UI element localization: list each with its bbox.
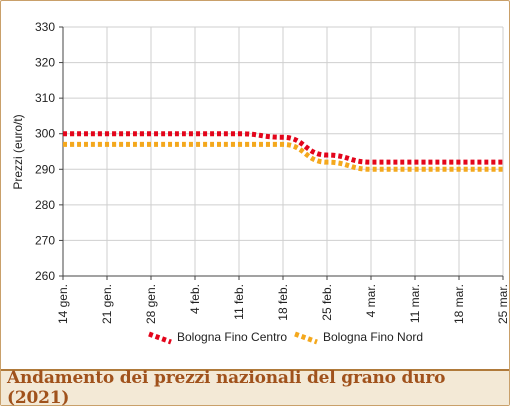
x-tick-label: 21 gen.	[100, 284, 114, 324]
axes	[59, 26, 504, 280]
y-tick-label: 270	[35, 233, 55, 247]
legend-swatch	[294, 331, 318, 345]
y-tick-label: 300	[35, 127, 55, 141]
y-tick-label: 320	[35, 56, 55, 70]
y-axis-label: Prezzi (euro/t)	[11, 114, 25, 189]
y-tick-label: 280	[35, 198, 55, 212]
x-tick-label: 28 gen.	[144, 284, 158, 324]
y-tick-label: 330	[35, 20, 55, 34]
legend: Bologna Fino Centro Bologna Fino Nord	[148, 330, 423, 345]
x-tick-label: 25 mar.	[496, 284, 510, 324]
y-tick-label: 290	[35, 162, 55, 176]
grid	[63, 26, 504, 276]
legend-label: Bologna Fino Centro	[177, 330, 287, 344]
legend-label: Bologna Fino Nord	[323, 330, 423, 344]
x-tick-label: 18 mar.	[452, 284, 466, 324]
legend-swatch	[148, 331, 172, 345]
x-tick-labels: 14 gen. 21 gen. 28 gen. 4 feb. 11 feb. 18 feb…	[56, 284, 510, 324]
y-tick-label: 260	[35, 269, 55, 283]
series-lines	[62, 131, 503, 172]
y-tick-labels: 260 270 280 290 300 310 320 330	[35, 20, 55, 283]
y-tick-label: 310	[35, 91, 55, 105]
chart-caption: Andamento dei prezzi nazionali del grano…	[7, 368, 446, 408]
series-line-bologna-fino-nord	[63, 141, 503, 172]
x-tick-label: 25 feb.	[320, 284, 334, 321]
caption-bar: Andamento dei prezzi nazionali del grano…	[1, 368, 509, 408]
x-tick-label: 11 feb.	[232, 284, 246, 320]
x-tick-label: 11 mar.	[408, 284, 422, 323]
series-line-bologna-fino-centro	[62, 131, 503, 165]
x-tick-label: 4 feb.	[188, 284, 202, 314]
x-tick-label: 4 mar.	[364, 284, 378, 317]
x-tick-label: 18 feb.	[276, 284, 290, 321]
x-tick-label: 14 gen.	[56, 284, 70, 324]
